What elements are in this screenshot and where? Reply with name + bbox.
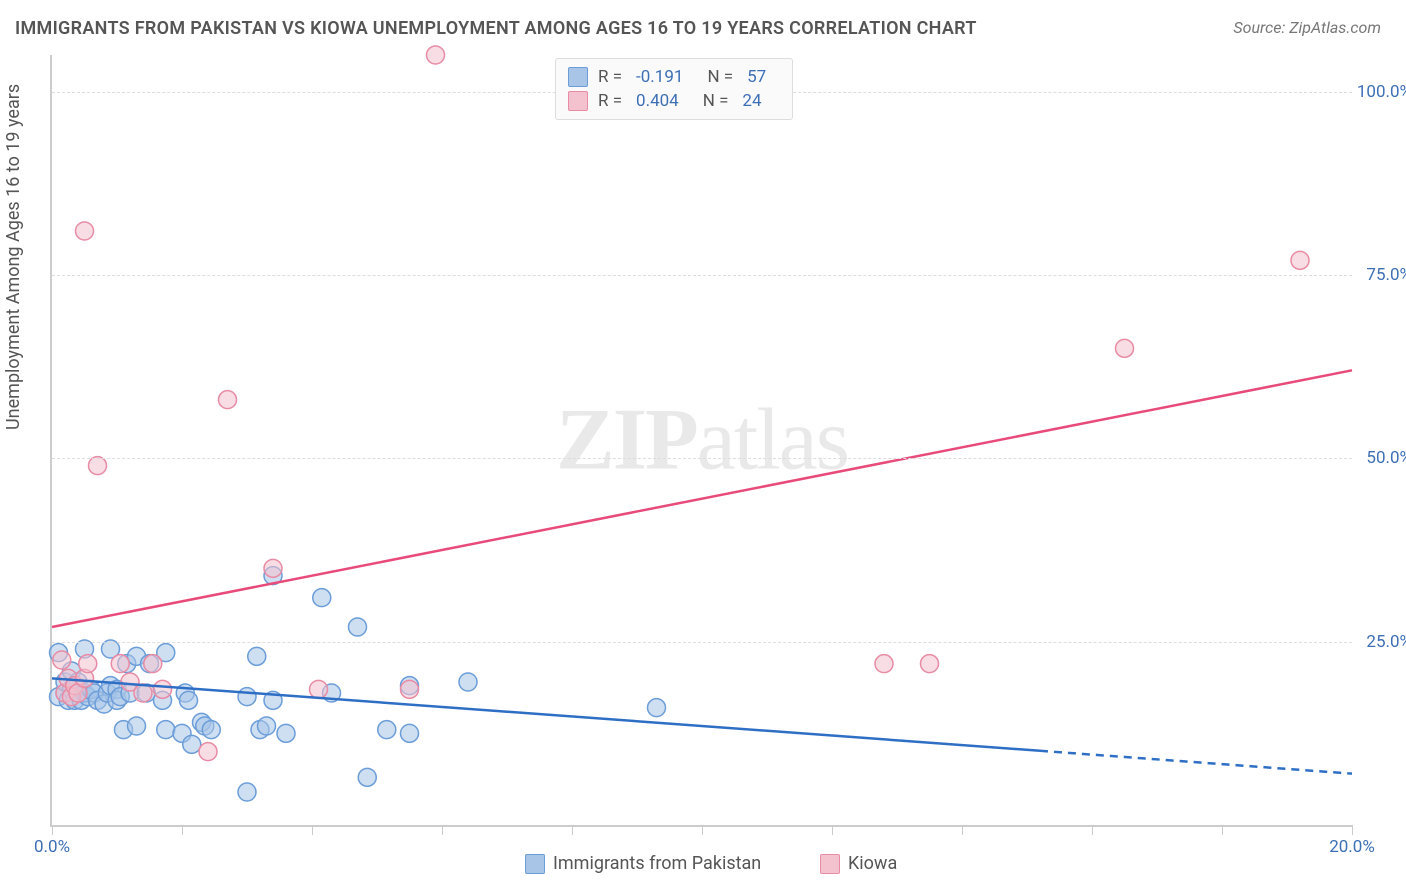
data-point — [183, 735, 201, 753]
gridline-h — [52, 275, 1352, 276]
data-point — [401, 680, 419, 698]
data-point — [238, 783, 256, 801]
data-point — [144, 655, 162, 673]
data-point — [238, 688, 256, 706]
data-point — [648, 699, 666, 717]
r-value-1: -0.191 — [636, 65, 683, 89]
regression-line-dashed — [1040, 751, 1352, 774]
data-point — [199, 743, 217, 761]
x-tick — [962, 825, 963, 835]
data-point — [154, 680, 172, 698]
data-point — [277, 724, 295, 742]
data-point — [180, 691, 198, 709]
swatch-series2 — [568, 91, 588, 111]
correlation-legend: R = -0.191 N = 57 R = 0.404 N = 24 — [555, 58, 793, 120]
bottom-legend-1: Immigrants from Pakistan — [525, 853, 761, 874]
data-point — [53, 651, 71, 669]
data-point — [310, 680, 328, 698]
data-point — [111, 655, 129, 673]
x-tick — [182, 825, 183, 835]
y-axis-label: Unemployment Among Ages 16 to 19 years — [3, 84, 24, 430]
data-point — [875, 655, 893, 673]
x-tick — [52, 825, 53, 835]
swatch-series1 — [568, 67, 588, 87]
data-point — [248, 647, 266, 665]
x-tick — [832, 825, 833, 835]
legend-row-2: R = 0.404 N = 24 — [568, 89, 780, 113]
data-point — [264, 559, 282, 577]
n-value-2: 24 — [742, 89, 761, 113]
data-point — [1116, 339, 1134, 357]
data-point — [89, 457, 107, 475]
x-tick — [702, 825, 703, 835]
data-point — [313, 589, 331, 607]
x-tick — [572, 825, 573, 835]
y-tick-label: 50.0% — [1366, 448, 1406, 468]
x-tick-label: 20.0% — [1329, 837, 1375, 857]
legend-row-1: R = -0.191 N = 57 — [568, 65, 780, 89]
gridline-h — [52, 642, 1352, 643]
series2-label: Kiowa — [848, 853, 897, 874]
data-point — [921, 655, 939, 673]
gridline-h — [52, 458, 1352, 459]
n-label: N = — [707, 65, 733, 89]
bottom-legend-2: Kiowa — [820, 853, 897, 874]
swatch-series1-bottom — [525, 854, 545, 874]
data-point — [401, 724, 419, 742]
n-value-1: 57 — [747, 65, 766, 89]
y-tick-label: 100.0% — [1357, 82, 1406, 102]
data-point — [128, 717, 146, 735]
swatch-series2-bottom — [820, 854, 840, 874]
source-attribution: Source: ZipAtlas.com — [1233, 18, 1381, 37]
x-tick — [1222, 825, 1223, 835]
y-tick-label: 75.0% — [1366, 265, 1406, 285]
data-point — [157, 721, 175, 739]
r-value-2: 0.404 — [636, 89, 679, 113]
data-point — [358, 768, 376, 786]
chart-title: IMMIGRANTS FROM PAKISTAN VS KIOWA UNEMPL… — [15, 18, 977, 39]
data-point — [258, 717, 276, 735]
x-tick — [1092, 825, 1093, 835]
data-point — [219, 391, 237, 409]
series1-label: Immigrants from Pakistan — [553, 853, 761, 874]
r-label: R = — [598, 65, 622, 89]
x-tick — [442, 825, 443, 835]
n-label: N = — [703, 89, 729, 113]
data-point — [202, 721, 220, 739]
y-tick-label: 25.0% — [1366, 632, 1406, 652]
x-tick — [312, 825, 313, 835]
chart-plot-area: ZIPatlas 25.0%50.0%75.0%100.0%0.0%20.0% — [50, 55, 1352, 827]
x-tick — [1352, 825, 1353, 835]
data-point — [427, 46, 445, 64]
data-point — [79, 655, 97, 673]
scatter-svg — [52, 55, 1352, 825]
data-point — [459, 673, 477, 691]
r-label: R = — [598, 89, 622, 113]
x-tick-label: 0.0% — [34, 837, 70, 857]
data-point — [76, 222, 94, 240]
data-point — [349, 618, 367, 636]
regression-line — [52, 370, 1352, 627]
data-point — [1291, 251, 1309, 269]
data-point — [378, 721, 396, 739]
